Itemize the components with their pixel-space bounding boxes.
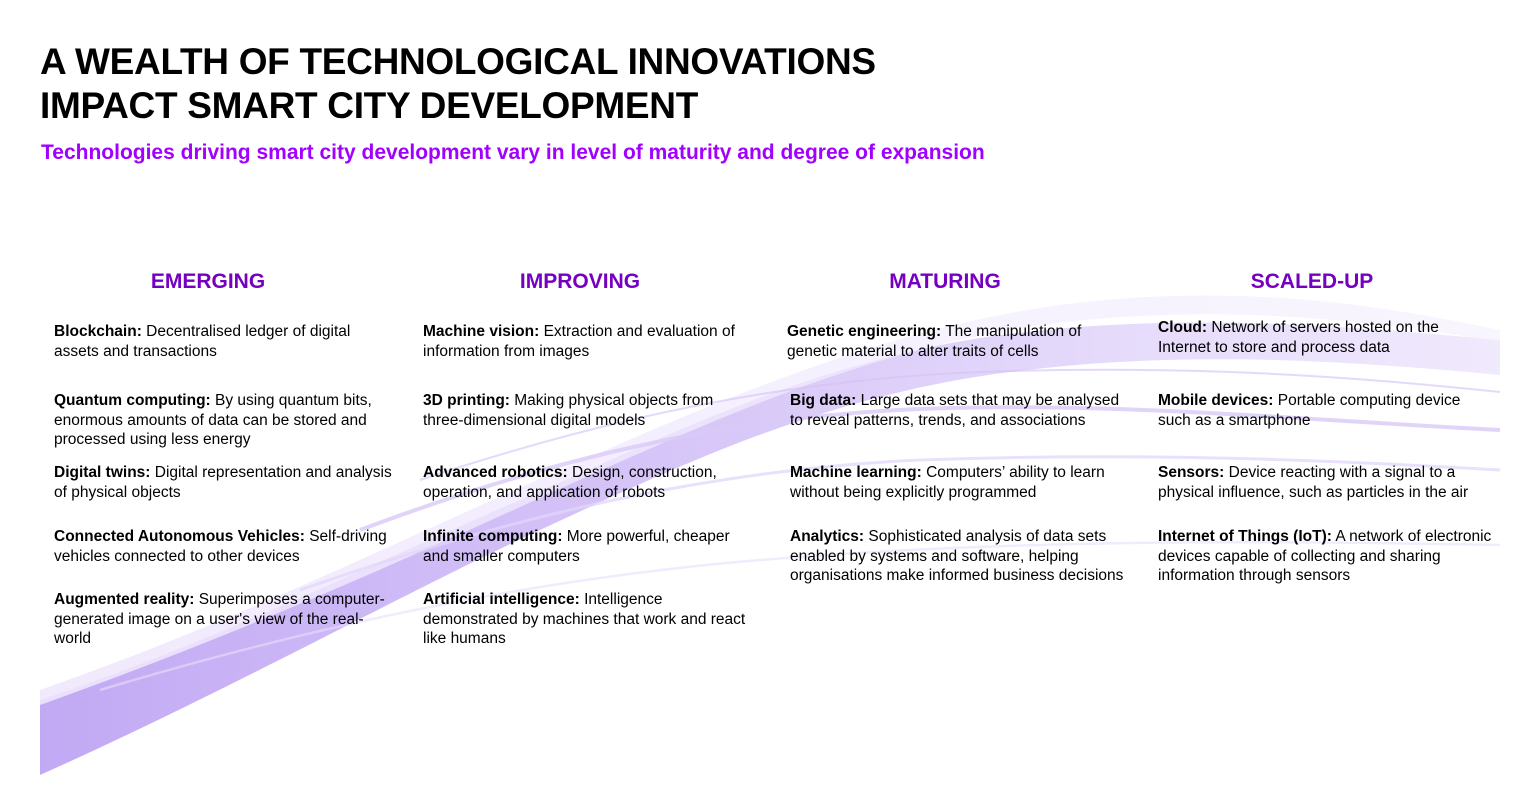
tech-term: Quantum computing: bbox=[54, 392, 211, 409]
page-title-line-2: IMPACT SMART CITY DEVELOPMENT bbox=[40, 85, 699, 126]
tech-entry-sensors: Sensors: Device reacting with a signal t… bbox=[1158, 463, 1494, 502]
wave-streak-4 bbox=[419, 368, 1501, 481]
tech-term: Genetic engineering: bbox=[787, 323, 942, 340]
tech-term: Augmented reality: bbox=[54, 591, 195, 608]
tech-entry-machine-learning: Machine learning: Computers’ ability to … bbox=[790, 463, 1126, 502]
tech-entry-infinite-computing: Infinite computing: More powerful, cheap… bbox=[423, 527, 755, 566]
tech-entry-quantum-computing: Quantum computing: By using quantum bits… bbox=[54, 391, 396, 450]
tech-entry-blockchain: Blockchain: Decentralised ledger of digi… bbox=[54, 322, 396, 361]
column-heading-maturing: MATURING bbox=[889, 270, 1001, 293]
tech-term: Internet of Things (IoT): bbox=[1158, 528, 1332, 545]
tech-description: The manipulation of genetic material to … bbox=[787, 323, 1082, 360]
tech-entry-artificial-intelligence: Artificial intelligence: Intelligence de… bbox=[423, 590, 755, 649]
wave-band-main bbox=[40, 322, 1500, 775]
tech-entry-cloud: Cloud: Network of servers hosted on the … bbox=[1158, 318, 1494, 357]
tech-term: Machine vision: bbox=[423, 323, 540, 340]
wave-streak-2 bbox=[299, 455, 1501, 592]
tech-term: Blockchain: bbox=[54, 323, 142, 340]
wave-streak-1 bbox=[359, 405, 1501, 532]
tech-description: Device reacting with a signal to a physi… bbox=[1158, 464, 1469, 501]
tech-description: Design, construction, operation, and app… bbox=[423, 464, 717, 501]
tech-entry-mobile-devices: Mobile devices: Portable computing devic… bbox=[1158, 391, 1494, 430]
tech-entry-3d-printing: 3D printing: Making physical objects fro… bbox=[423, 391, 755, 430]
tech-term: Big data: bbox=[790, 392, 857, 409]
tech-term: Machine learning: bbox=[790, 464, 922, 481]
wave-streak-3 bbox=[99, 540, 1501, 692]
tech-description: Making physical objects from three-dimen… bbox=[423, 392, 714, 429]
tech-term: Infinite computing: bbox=[423, 528, 563, 545]
page-subtitle: Technologies driving smart city developm… bbox=[41, 141, 985, 164]
tech-term: Analytics: bbox=[790, 528, 865, 545]
column-heading-improving: IMPROVING bbox=[519, 270, 641, 293]
tech-entry-machine-vision: Machine vision: Extraction and evaluatio… bbox=[423, 322, 755, 361]
tech-entry-analytics: Analytics: Sophisticated analysis of dat… bbox=[790, 527, 1126, 586]
page-title: A WEALTH OF TECHNOLOGICAL INNOVATIONS IM… bbox=[40, 40, 876, 128]
tech-term: Cloud: bbox=[1158, 319, 1208, 336]
tech-description: Extraction and evaluation of information… bbox=[423, 323, 735, 360]
tech-description: By using quantum bits, enormous amounts … bbox=[54, 392, 372, 448]
tech-term: Digital twins: bbox=[54, 464, 151, 481]
tech-description: A network of electronic devices capable … bbox=[1158, 528, 1492, 584]
tech-description: Superimposes a computer-generated image … bbox=[54, 591, 385, 647]
tech-term: Mobile devices: bbox=[1158, 392, 1274, 409]
tech-term: Artificial intelligence: bbox=[423, 591, 580, 608]
tech-term: Advanced robotics: bbox=[423, 464, 568, 481]
tech-entry-digital-twins: Digital twins: Digital representation an… bbox=[54, 463, 396, 502]
tech-description: Network of servers hosted on the Interne… bbox=[1158, 319, 1439, 356]
tech-entry-advanced-robotics: Advanced robotics: Design, construction,… bbox=[423, 463, 755, 502]
tech-description: Computers’ ability to learn without bein… bbox=[790, 464, 1105, 501]
column-heading-emerging: EMERGING bbox=[150, 270, 266, 293]
tech-term: Sensors: bbox=[1158, 464, 1225, 481]
tech-term: 3D printing: bbox=[423, 392, 510, 409]
tech-description: Decentralised ledger of digital assets a… bbox=[54, 323, 351, 360]
column-heading-scaled-up: SCALED-UP bbox=[1250, 270, 1374, 293]
tech-entry-genetic-engineering: Genetic engineering: The manipulation of… bbox=[787, 322, 1127, 361]
tech-description: Sophisticated analysis of data sets enab… bbox=[790, 528, 1124, 584]
page-title-line-1: A WEALTH OF TECHNOLOGICAL INNOVATIONS bbox=[40, 41, 876, 82]
tech-entry-internet-of-things: Internet of Things (IoT): A network of e… bbox=[1158, 527, 1494, 586]
tech-description: Portable computing device such as a smar… bbox=[1158, 392, 1461, 429]
tech-description: Self-driving vehicles connected to other… bbox=[54, 528, 387, 565]
tech-entry-big-data: Big data: Large data sets that may be an… bbox=[790, 391, 1126, 430]
tech-description: Intelligence demonstrated by machines th… bbox=[423, 591, 746, 647]
tech-entry-connected-autonomous-vehicles: Connected Autonomous Vehicles: Self-driv… bbox=[54, 527, 396, 566]
tech-entry-augmented-reality: Augmented reality: Superimposes a comput… bbox=[54, 590, 396, 649]
tech-description: Large data sets that may be analysed to … bbox=[790, 392, 1120, 429]
tech-description: More powerful, cheaper and smaller compu… bbox=[423, 528, 730, 565]
tech-description: Digital representation and analysis of p… bbox=[54, 464, 392, 501]
tech-term: Connected Autonomous Vehicles: bbox=[54, 528, 305, 545]
